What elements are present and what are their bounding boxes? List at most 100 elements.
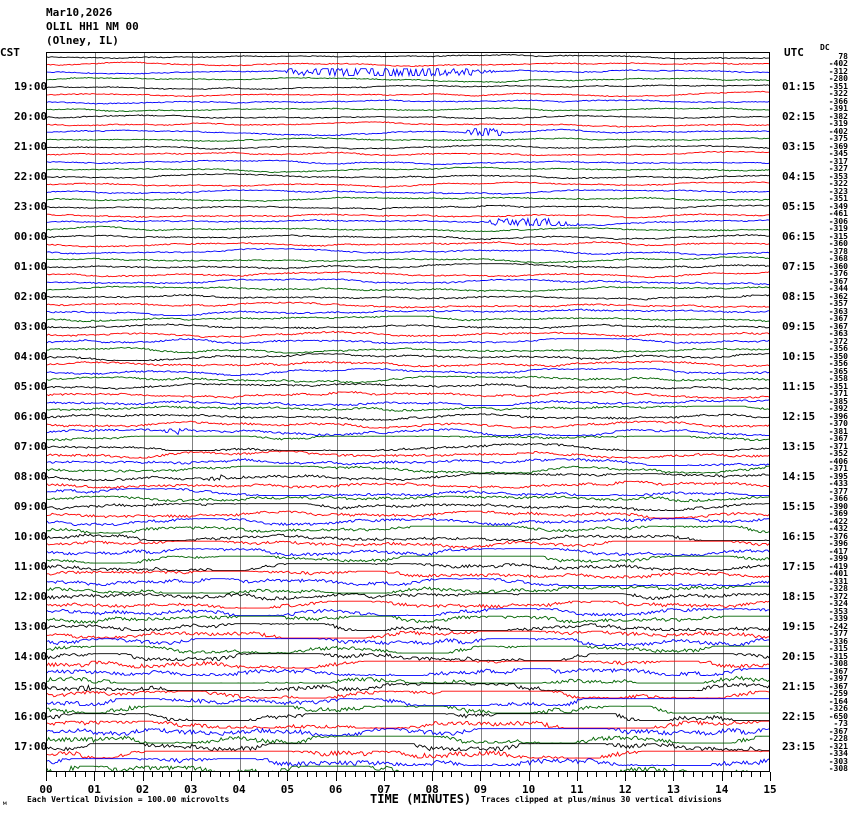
trace-line	[47, 405, 769, 412]
utc-time-label: 10:15	[782, 350, 816, 364]
utc-time-label: 21:15	[782, 680, 816, 694]
trace-line	[47, 330, 769, 338]
x-tick-minor	[229, 772, 231, 777]
x-tick-minor	[441, 772, 443, 777]
trace-line	[47, 540, 769, 549]
trace-line	[47, 241, 769, 248]
dc-offset-value: -371	[828, 464, 848, 474]
dc-offset-value: -242	[828, 621, 848, 631]
x-tick-minor	[567, 772, 569, 777]
trace-line	[47, 99, 769, 105]
trace-line	[47, 285, 769, 293]
x-tick-minor	[692, 772, 694, 777]
dc-offset-value: -228	[828, 734, 848, 744]
dc-offset-value: -344	[828, 284, 848, 294]
dc-offset-value: -369	[828, 509, 848, 519]
grid-line-minute-10	[529, 53, 531, 771]
trace-line	[47, 293, 769, 301]
dc-offset-value: -306	[828, 216, 848, 226]
trace-line	[47, 638, 769, 647]
dc-offset-value: -349	[828, 201, 848, 211]
trace-line	[47, 435, 769, 442]
trace-line	[47, 713, 769, 722]
x-tick-minor	[123, 772, 125, 777]
dc-offset-value: -315	[828, 651, 848, 661]
trace-line	[47, 623, 769, 632]
cst-time-label: 07:00	[14, 440, 48, 454]
x-axis-tick-label: 14	[715, 783, 729, 796]
trace-line	[47, 533, 769, 542]
cst-time-label: 01:00	[14, 260, 48, 274]
dc-offset-value: -319	[828, 224, 848, 234]
utc-time-label: 12:15	[782, 410, 816, 424]
trace-line	[47, 420, 769, 429]
x-axis-tick-label: 08	[425, 783, 439, 796]
trace-line	[47, 196, 769, 202]
dc-offset-value: -367	[828, 726, 848, 736]
x-axis-tick-label: 13	[666, 783, 681, 796]
x-tick-minor	[161, 772, 163, 777]
dc-offset-value: -406	[828, 456, 848, 466]
trace-line	[47, 308, 769, 316]
dc-offset-value: -419	[828, 561, 848, 571]
trace-line	[47, 150, 769, 157]
trace-line	[47, 390, 769, 399]
x-tick-minor	[306, 772, 308, 777]
trace-line	[47, 144, 769, 150]
x-tick-minor	[364, 772, 366, 777]
header-date: Mar10,2026	[46, 6, 113, 19]
dc-offset-value: -353	[828, 606, 848, 616]
x-tick-minor	[403, 772, 405, 777]
trace-line	[47, 458, 769, 467]
cst-time-label: 13:00	[14, 620, 48, 634]
trace-line	[47, 608, 769, 617]
x-tick-minor	[210, 772, 212, 777]
dc-offset-value: -396	[828, 539, 848, 549]
x-tick-major	[528, 772, 530, 781]
trace-line	[47, 495, 769, 503]
dc-offset-value: -358	[828, 374, 848, 384]
dc-offset-value: -327	[828, 164, 848, 174]
dc-offset-value: -371	[828, 441, 848, 451]
trace-line	[47, 585, 769, 594]
x-tick-minor	[103, 772, 105, 777]
footer-tiny-mark: м	[3, 800, 7, 807]
dc-offset-value: -378	[828, 246, 848, 256]
x-tick-minor	[325, 772, 327, 777]
dc-offset-value: -331	[828, 576, 848, 586]
trace-line	[47, 720, 769, 729]
x-tick-minor	[219, 772, 221, 777]
x-tick-minor	[412, 772, 414, 777]
trace-line	[47, 548, 769, 557]
grid-line-minute-9	[481, 53, 483, 771]
utc-time-label: 06:15	[782, 230, 816, 244]
utc-time-label: 20:15	[782, 650, 816, 664]
helicorder-plot[interactable]	[46, 52, 770, 772]
utc-time-label: 17:15	[782, 560, 816, 574]
dc-offset-value: -317	[828, 156, 848, 166]
grid-line-minute-14	[722, 53, 724, 771]
trace-line	[47, 525, 769, 534]
trace-line	[47, 577, 769, 587]
trace-line	[47, 473, 769, 482]
x-tick-minor	[296, 772, 298, 777]
dc-offset-value: -371	[828, 389, 848, 399]
x-tick-major	[190, 772, 192, 781]
x-tick-minor	[113, 772, 115, 777]
grid-line-minute-5	[288, 53, 290, 771]
grid-line-minute-8	[433, 53, 435, 771]
trace-line	[47, 225, 769, 233]
x-tick-minor	[74, 772, 76, 777]
utc-time-label: 04:15	[782, 170, 816, 184]
x-tick-minor	[509, 772, 511, 777]
trace-line	[47, 375, 769, 384]
trace-line	[47, 705, 769, 714]
dc-offset-value: -324	[828, 599, 848, 609]
trace-line	[47, 593, 769, 601]
dc-offset-value: -357	[828, 299, 848, 309]
cst-time-label: 12:00	[14, 590, 48, 604]
x-axis-tick-label: 09	[473, 783, 488, 796]
x-tick-major	[239, 772, 241, 781]
trace-line	[47, 735, 769, 744]
dc-offset-value: -164	[828, 696, 848, 706]
